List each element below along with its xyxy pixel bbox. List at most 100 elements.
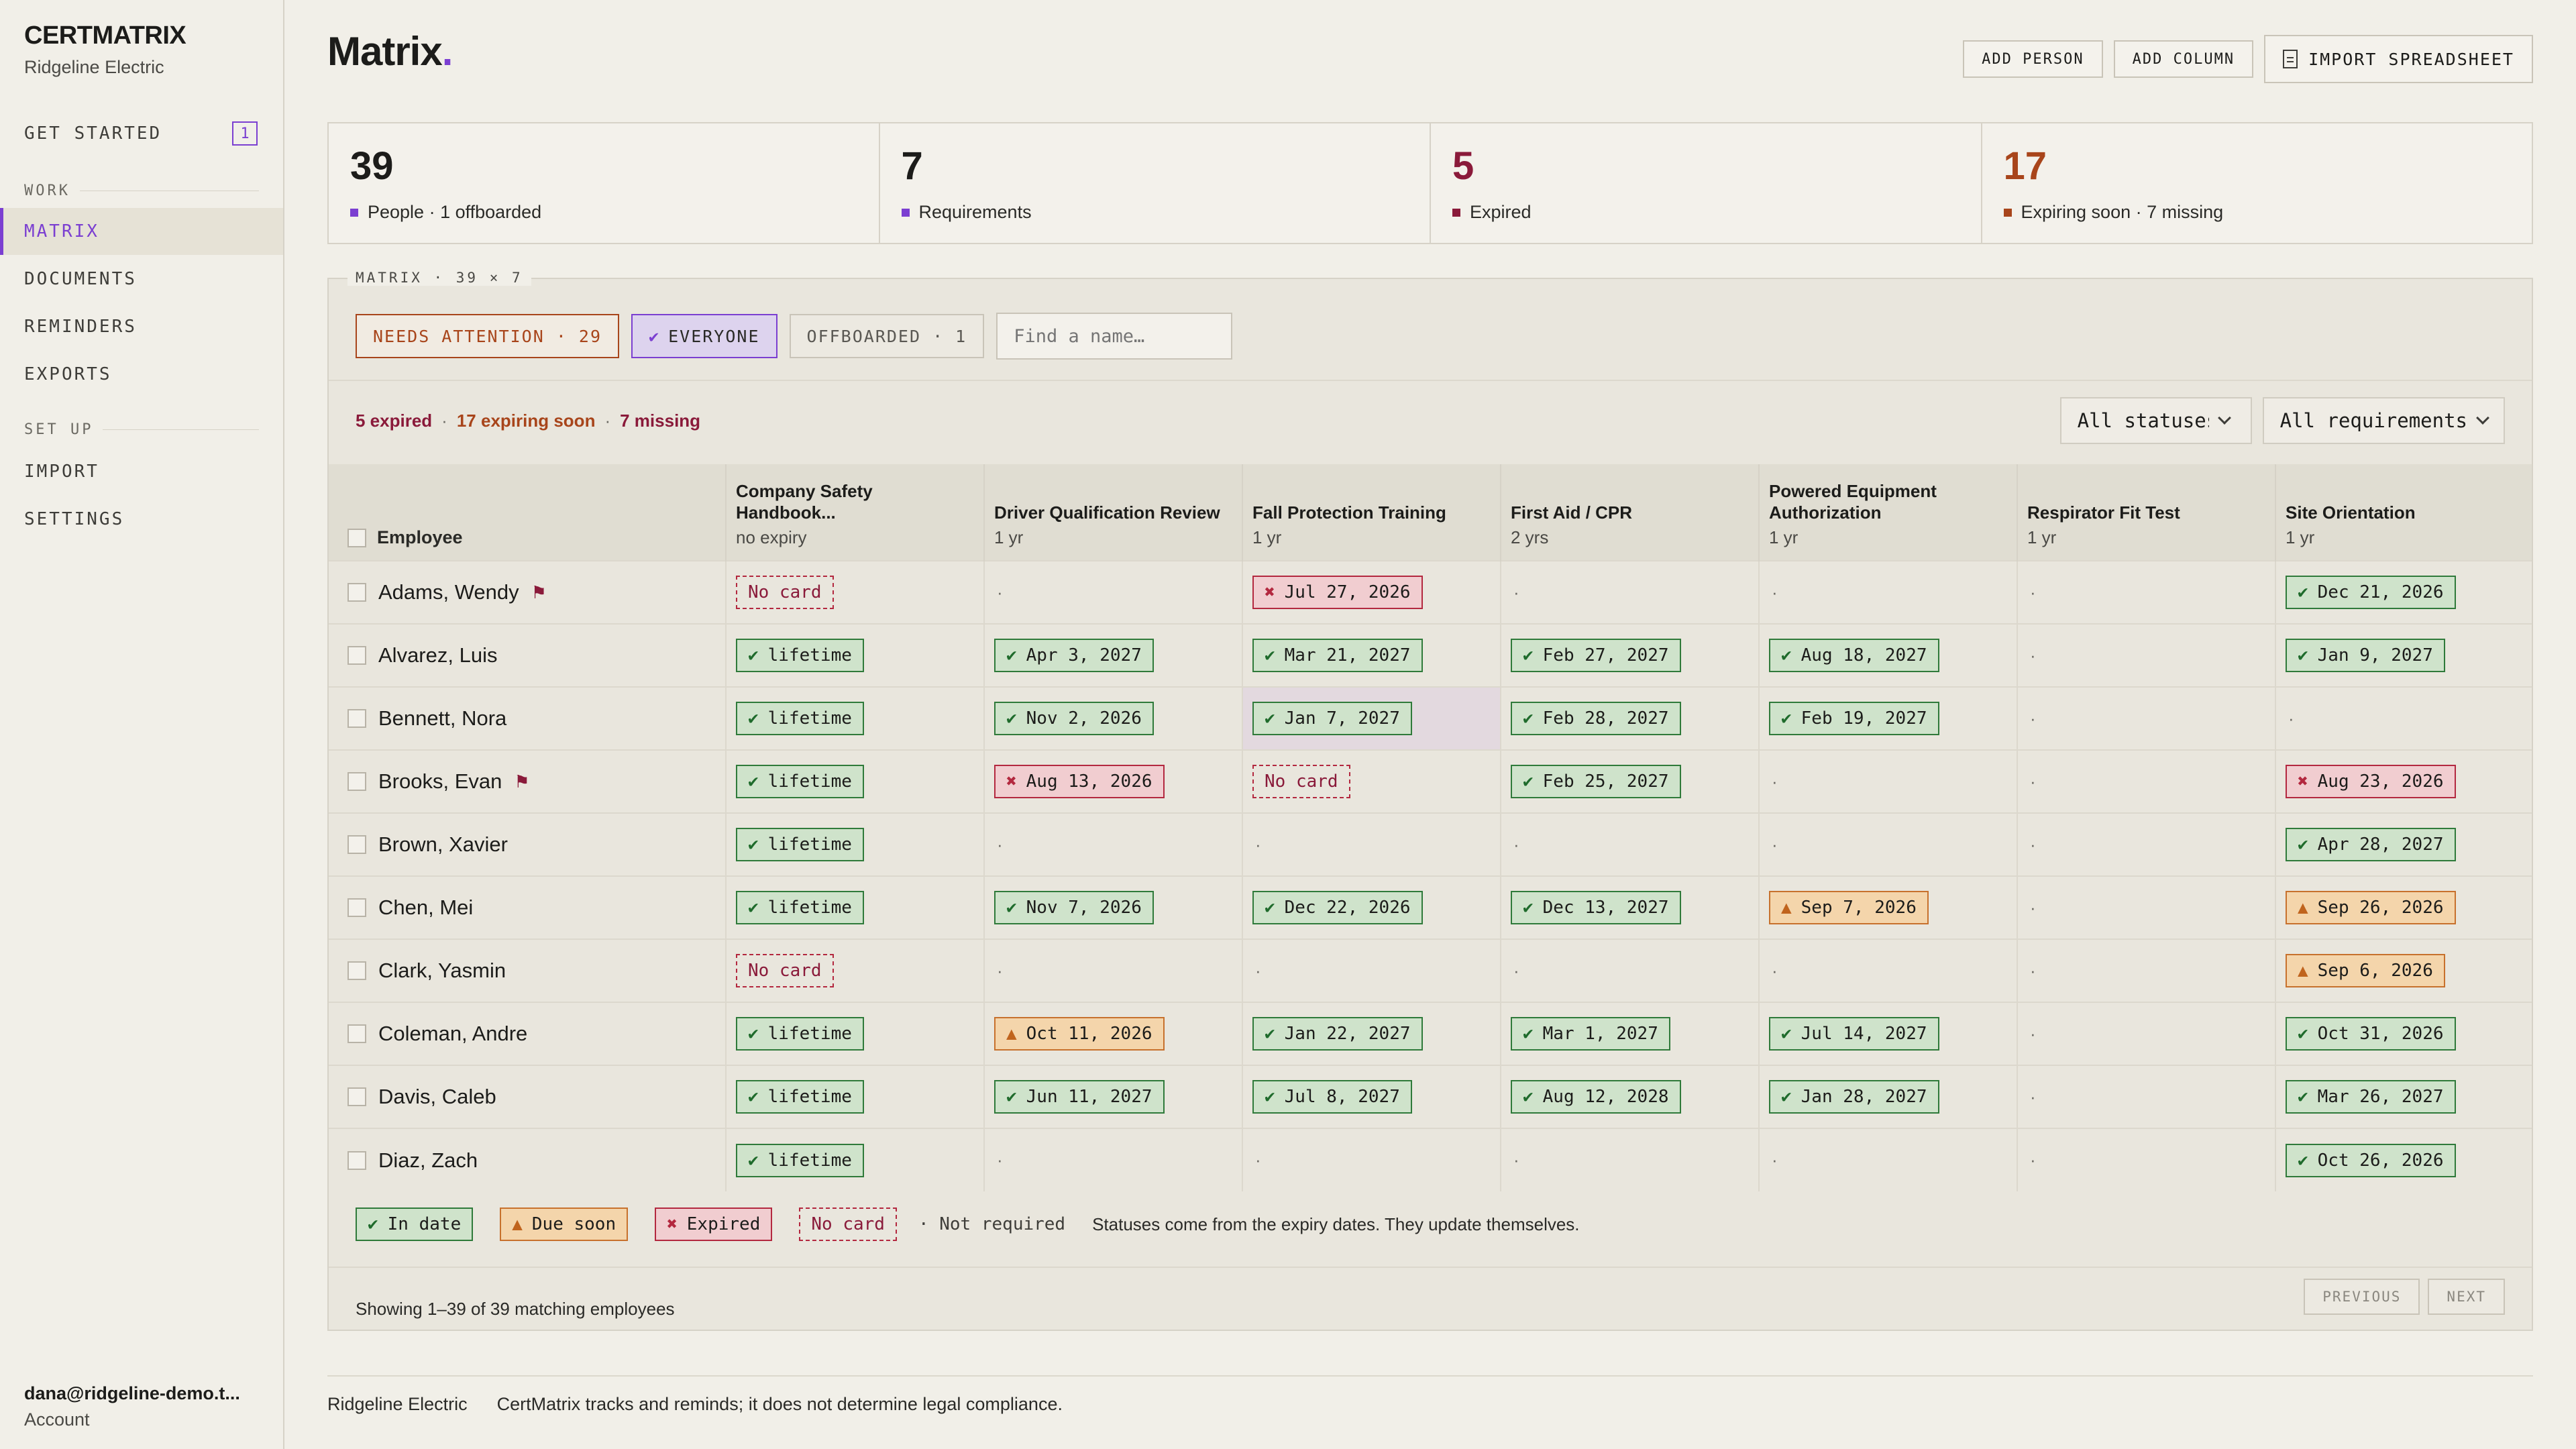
status-cell[interactable]: · (984, 560, 1243, 624)
status-cell[interactable]: ✔ Jan 7, 2027 (1242, 686, 1501, 750)
column-header[interactable]: First Aid / CPR 2 yrs (1501, 464, 1760, 561)
previous-button[interactable]: PREVIOUS (2304, 1279, 2420, 1315)
status-cell[interactable]: · (2275, 686, 2532, 750)
status-cell[interactable]: ✔ Jul 8, 2027 (1242, 1065, 1501, 1128)
search-input[interactable] (996, 313, 1233, 360)
status-cell[interactable]: ✔ Feb 19, 2027 (1759, 686, 2018, 750)
employee-name[interactable]: Diaz, Zach (378, 1148, 478, 1172)
employee-name[interactable]: Coleman, Andre (378, 1022, 528, 1045)
row-checkbox[interactable] (347, 709, 366, 728)
nav-exports[interactable]: EXPORTS (24, 364, 112, 384)
employee-name[interactable]: Brooks, Evan (378, 769, 502, 793)
import-spreadsheet-button[interactable]: IMPORT SPREADSHEET (2264, 35, 2533, 83)
nav-import[interactable]: IMPORT (24, 462, 99, 482)
employee-name[interactable]: Adams, Wendy (378, 580, 519, 604)
filter-needs-attention[interactable]: NEEDS ATTENTION · 29 (356, 314, 620, 358)
row-checkbox[interactable] (347, 646, 366, 665)
add-column-button[interactable]: ADD COLUMN (2113, 40, 2254, 78)
summary-expired[interactable]: 5 expired (356, 411, 433, 431)
nav-documents[interactable]: DOCUMENTS (24, 269, 137, 289)
select-all-checkbox[interactable] (347, 528, 366, 547)
status-cell[interactable]: ✔ Jan 22, 2027 (1242, 1002, 1501, 1065)
status-cell[interactable]: ✔ Aug 12, 2028 (1501, 1065, 1760, 1128)
status-cell[interactable]: · (2017, 560, 2276, 624)
employee-name[interactable]: Brown, Xavier (378, 833, 508, 856)
column-header[interactable]: Driver Qualification Review 1 yr (984, 464, 1243, 561)
column-header[interactable]: Company Safety Handbook... no expiry (726, 464, 985, 561)
row-checkbox[interactable] (347, 961, 366, 980)
status-cell[interactable]: ✔ Dec 21, 2026 (2275, 560, 2532, 624)
add-person-button[interactable]: ADD PERSON (1963, 40, 2103, 78)
status-cell[interactable]: ✔ Aug 18, 2027 (1759, 623, 2018, 687)
status-cell[interactable]: ✔ Jan 9, 2027 (2275, 623, 2532, 687)
column-header[interactable]: Powered Equipment Authorization 1 yr (1759, 464, 2018, 561)
column-header[interactable]: Fall Protection Training 1 yr (1242, 464, 1501, 561)
nav-matrix[interactable]: MATRIX (0, 208, 283, 255)
status-cell[interactable]: · (2017, 686, 2276, 750)
next-button[interactable]: NEXT (2428, 1279, 2505, 1315)
status-cell[interactable]: · (2017, 623, 2276, 687)
employee-name[interactable]: Davis, Caleb (378, 1085, 496, 1108)
nav-reminders[interactable]: REMINDERS (24, 317, 137, 337)
status-cell[interactable]: ✖ Aug 23, 2026 (2275, 749, 2532, 813)
employee-name[interactable]: Bennett, Nora (378, 706, 507, 730)
status-cell[interactable]: No card (726, 938, 985, 1002)
status-cell[interactable]: ✔ Mar 21, 2027 (1242, 623, 1501, 687)
status-cell[interactable]: ▲ Sep 6, 2026 (2275, 938, 2532, 1002)
status-cell[interactable]: No card (1242, 749, 1501, 813)
status-cell[interactable]: ✔ lifetime (726, 686, 985, 750)
status-cell[interactable]: · (2017, 812, 2276, 876)
row-checkbox[interactable] (347, 835, 366, 854)
row-checkbox[interactable] (347, 898, 366, 917)
account[interactable]: dana@ridgeline-demo.t... Account (24, 1383, 266, 1430)
employee-name[interactable]: Alvarez, Luis (378, 643, 498, 667)
status-cell[interactable]: No card (726, 560, 985, 624)
status-cell[interactable]: ✔ Jan 28, 2027 (1759, 1065, 2018, 1128)
status-cell[interactable]: ✔ Nov 7, 2026 (984, 875, 1243, 939)
status-cell[interactable]: ✔ lifetime (726, 1002, 985, 1065)
status-cell[interactable]: ✔ lifetime (726, 875, 985, 939)
status-cell[interactable]: · (1242, 812, 1501, 876)
status-cell[interactable]: · (2017, 1002, 2276, 1065)
status-cell[interactable]: · (1759, 560, 2018, 624)
row-checkbox[interactable] (347, 1024, 366, 1043)
status-cell[interactable]: ✔ Feb 25, 2027 (1501, 749, 1760, 813)
summary-missing[interactable]: 7 missing (620, 411, 701, 431)
summary-soon[interactable]: 17 expiring soon (456, 411, 596, 431)
status-cell[interactable]: ▲ Sep 7, 2026 (1759, 875, 2018, 939)
status-cell[interactable]: · (984, 938, 1243, 1002)
status-cell[interactable]: ✔ lifetime (726, 623, 985, 687)
nav-get-started[interactable]: GET STARTED 1 (0, 110, 283, 157)
status-cell[interactable]: · (2017, 1065, 2276, 1128)
status-cell[interactable]: · (1759, 1128, 2018, 1191)
status-select[interactable]: All statuses (2059, 397, 2252, 444)
status-cell[interactable]: ✔ Apr 3, 2027 (984, 623, 1243, 687)
row-checkbox[interactable] (347, 772, 366, 791)
status-cell[interactable]: · (1501, 812, 1760, 876)
status-cell[interactable]: · (1501, 560, 1760, 624)
status-cell[interactable]: · (2017, 1128, 2276, 1191)
status-cell[interactable]: ✔ Nov 2, 2026 (984, 686, 1243, 750)
status-cell[interactable]: ✖ Aug 13, 2026 (984, 749, 1243, 813)
status-cell[interactable]: ✔ lifetime (726, 1065, 985, 1128)
status-cell[interactable]: · (2017, 749, 2276, 813)
employee-name[interactable]: Clark, Yasmin (378, 959, 506, 982)
status-cell[interactable]: ✖ Jul 27, 2026 (1242, 560, 1501, 624)
nav-settings[interactable]: SETTINGS (24, 509, 125, 529)
status-cell[interactable]: ✔ lifetime (726, 812, 985, 876)
status-cell[interactable]: · (1759, 812, 2018, 876)
status-cell[interactable]: ✔ Mar 1, 2027 (1501, 1002, 1760, 1065)
status-cell[interactable]: ✔ Feb 28, 2027 (1501, 686, 1760, 750)
status-cell[interactable]: · (1501, 1128, 1760, 1191)
status-cell[interactable]: ✔ Oct 26, 2026 (2275, 1128, 2532, 1191)
column-header[interactable]: Respirator Fit Test 1 yr (2017, 464, 2276, 561)
status-cell[interactable]: · (984, 812, 1243, 876)
status-cell[interactable]: · (984, 1128, 1243, 1191)
status-cell[interactable]: ✔ Mar 26, 2027 (2275, 1065, 2532, 1128)
status-cell[interactable]: ✔ Jun 11, 2027 (984, 1065, 1243, 1128)
status-cell[interactable]: ▲ Oct 11, 2026 (984, 1002, 1243, 1065)
status-cell[interactable]: · (1759, 749, 2018, 813)
status-cell[interactable]: · (2017, 938, 2276, 1002)
status-cell[interactable]: · (2017, 875, 2276, 939)
status-cell[interactable]: · (1759, 938, 2018, 1002)
